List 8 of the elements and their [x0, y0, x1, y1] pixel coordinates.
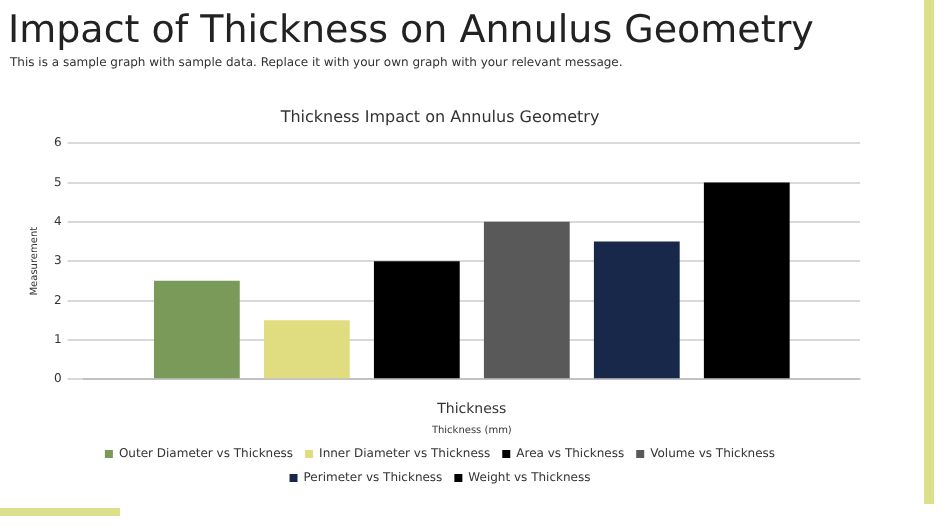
- bar: [483, 221, 570, 379]
- chart-title: Impact of Thickness on Annulus Geometry: [8, 8, 814, 52]
- bar: [153, 280, 240, 379]
- bar: [593, 241, 680, 379]
- text: Thickness Impact on Annulus Geometry: [278, 107, 600, 126]
- bar: [263, 320, 350, 379]
- bar: [373, 261, 460, 379]
- bar: [703, 182, 790, 379]
